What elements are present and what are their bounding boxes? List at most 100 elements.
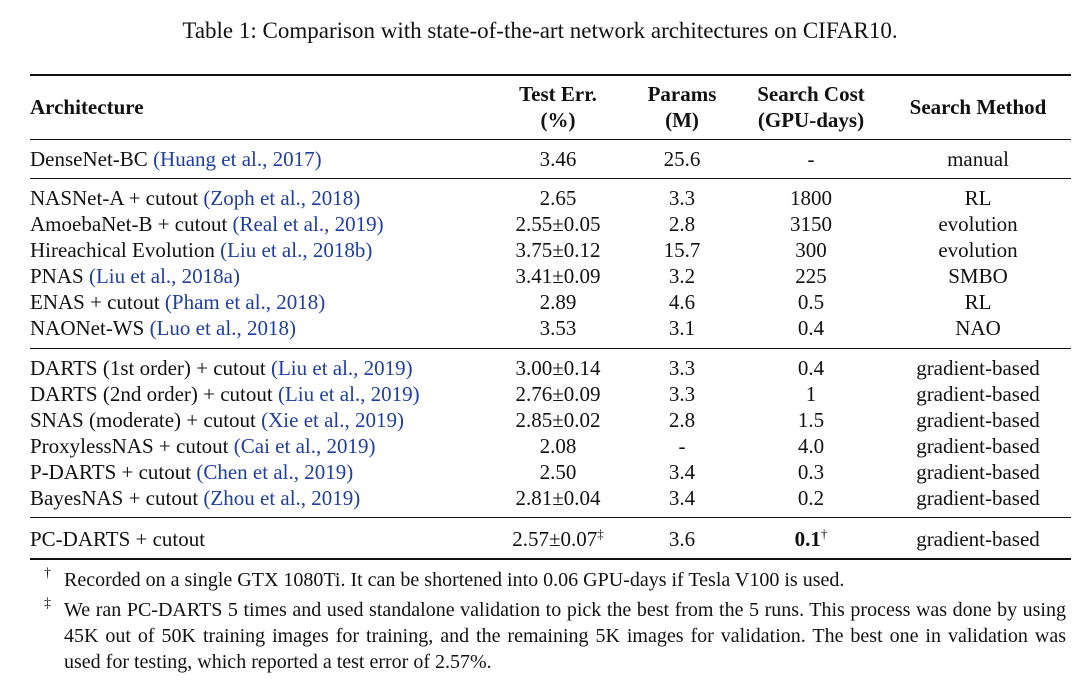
row-architecture: AmoebaNet-B + cutout (Real et al., 2019)	[30, 211, 384, 237]
row-search-method: gradient-based	[916, 408, 1040, 432]
citation-link[interactable]: (Pham et al., 2018)	[164, 290, 326, 314]
citation-link[interactable]: (Liu et al., 2019)	[277, 382, 420, 406]
row-test-err: 3.00±0.14	[515, 356, 601, 380]
row-search-method: NAO	[955, 316, 1001, 340]
header-test-err: Test Err. (%)	[490, 81, 626, 133]
row-search-cost: 0.5	[797, 290, 825, 314]
row-params: 3.1	[668, 316, 696, 340]
row-search-method: gradient-based	[916, 356, 1040, 380]
header-test-err-unit: (%)	[540, 108, 576, 132]
row-params: 3.2	[668, 264, 696, 288]
row-test-err: 3.53	[539, 316, 577, 340]
row-test-err: 2.08	[539, 434, 577, 458]
header-test-err-label: Test Err.	[519, 82, 597, 106]
row-search-method: gradient-based	[916, 486, 1040, 510]
row-architecture: NAONet-WS (Luo et al., 2018)	[30, 315, 296, 341]
row-test-err: 2.81±0.04	[515, 486, 601, 510]
row-search-method: gradient-based	[916, 434, 1040, 458]
footnote-double-dagger: ‡ We ran PC-DARTS 5 times and used stand…	[44, 596, 1066, 675]
row-params: 2.8	[668, 212, 696, 236]
row-test-err: 3.41±0.09	[515, 264, 601, 288]
row-search-cost: 1800	[790, 186, 832, 210]
row-params: 3.3	[668, 356, 696, 380]
architecture-name: Hireachical Evolution	[30, 238, 215, 262]
row-params: -	[678, 434, 686, 458]
row-params: 3.3	[668, 186, 696, 210]
search-cost-value: 0.1	[794, 527, 821, 551]
citation-link[interactable]: (Chen et al., 2019)	[196, 460, 354, 484]
row-test-err: 3.46	[539, 147, 577, 171]
architecture-name: P-DARTS + cutout	[30, 460, 192, 484]
row-test-err: 2.55±0.05	[515, 212, 601, 236]
row-test-err: 2.76±0.09	[515, 382, 601, 406]
architecture-name: NAONet-WS	[30, 316, 145, 340]
row-search-cost: 1.5	[797, 408, 825, 432]
row-params: 3.3	[668, 382, 696, 406]
row-search-cost: 0.2	[797, 486, 825, 510]
row-params: 3.4	[668, 486, 696, 510]
row-architecture: P-DARTS + cutout (Chen et al., 2019)	[30, 459, 353, 485]
citation-link[interactable]: (Zhou et al., 2019)	[203, 486, 361, 510]
row-search-method: gradient-based	[916, 460, 1040, 484]
row-params: 3.6	[668, 527, 696, 551]
row-architecture: BayesNAS + cutout (Zhou et al., 2019)	[30, 485, 360, 511]
citation-link[interactable]: (Liu et al., 2019)	[270, 356, 413, 380]
header-params-unit: (M)	[665, 108, 699, 132]
header-architecture: Architecture	[30, 95, 144, 119]
citation-link[interactable]: (Liu et al., 2018a)	[88, 264, 240, 288]
row-params: 2.8	[668, 408, 696, 432]
row-architecture: DenseNet-BC (Huang et al., 2017)	[30, 146, 322, 172]
row-search-cost: 4.0	[797, 434, 825, 458]
citation-link[interactable]: (Huang et al., 2017)	[153, 147, 322, 171]
header-search-cost-label: Search Cost	[757, 82, 865, 106]
row-params: 25.6	[663, 147, 701, 171]
row-search-method: gradient-based	[916, 527, 1040, 551]
footnote-mark: †	[44, 566, 51, 581]
architecture-name: DARTS (2nd order) + cutout	[30, 382, 273, 406]
test-err-value: 2.57±0.07	[512, 527, 598, 551]
footnote-text: We ran PC-DARTS 5 times and used standal…	[64, 599, 1066, 673]
architecture-name: DARTS (1st order) + cutout	[30, 356, 266, 380]
row-search-method: gradient-based	[916, 382, 1040, 406]
header-params-label: Params	[647, 82, 717, 106]
row-search-cost: 300	[795, 238, 827, 262]
table-caption: Table 1: Comparison with state-of-the-ar…	[182, 18, 898, 43]
citation-link[interactable]: (Luo et al., 2018)	[149, 316, 296, 340]
group-rule	[30, 178, 1071, 179]
architecture-name: DenseNet-BC	[30, 147, 148, 171]
architecture-name: NASNet-A + cutout	[30, 186, 199, 210]
row-architecture: PC-DARTS + cutout	[30, 527, 206, 551]
architecture-name: ENAS + cutout	[30, 290, 160, 314]
header-params: Params (M)	[630, 81, 734, 133]
footnote-mark: ‡	[44, 596, 51, 611]
row-architecture: DARTS (1st order) + cutout (Liu et al., …	[30, 355, 413, 381]
citation-link[interactable]: (Cai et al., 2019)	[233, 434, 376, 458]
architecture-name: SNAS (moderate) + cutout	[30, 408, 256, 432]
dagger-mark: †	[820, 526, 828, 541]
row-search-method: RL	[964, 186, 992, 210]
row-architecture: ENAS + cutout (Pham et al., 2018)	[30, 289, 325, 315]
row-params: 3.4	[668, 460, 696, 484]
row-test-err: 2.57±0.07‡	[490, 526, 626, 552]
citation-link[interactable]: (Zoph et al., 2018)	[203, 186, 361, 210]
top-rule	[30, 74, 1071, 76]
row-architecture: NASNet-A + cutout (Zoph et al., 2018)	[30, 185, 360, 211]
footnote-text: Recorded on a single GTX 1080Ti. It can …	[64, 569, 845, 591]
citation-link[interactable]: (Xie et al., 2019)	[261, 408, 405, 432]
architecture-name: PNAS	[30, 264, 84, 288]
architecture-name: ProxylessNAS + cutout	[30, 434, 229, 458]
row-search-cost: 0.4	[797, 316, 825, 340]
citation-link[interactable]: (Liu et al., 2018b)	[220, 238, 373, 262]
row-search-cost: -	[807, 147, 815, 171]
row-test-err: 2.89	[539, 290, 577, 314]
row-architecture: DARTS (2nd order) + cutout (Liu et al., …	[30, 381, 420, 407]
row-architecture: SNAS (moderate) + cutout (Xie et al., 20…	[30, 407, 404, 433]
citation-link[interactable]: (Real et al., 2019)	[232, 212, 384, 236]
group-rule	[30, 517, 1071, 518]
double-dagger-mark: ‡	[597, 526, 604, 541]
row-params: 15.7	[663, 238, 701, 262]
architecture-name: AmoebaNet-B + cutout	[30, 212, 228, 236]
row-search-cost: 0.1†	[742, 526, 880, 552]
bottom-rule	[30, 558, 1071, 560]
row-test-err: 2.50	[539, 460, 577, 484]
